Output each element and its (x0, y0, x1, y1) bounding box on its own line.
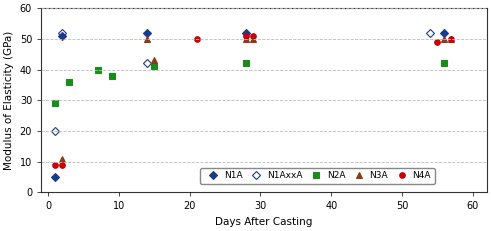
Y-axis label: Modulus of Elasticity (GPa): Modulus of Elasticity (GPa) (4, 30, 14, 170)
Legend: N1A, N1AxxA, N2A, N3A, N4A: N1A, N1AxxA, N2A, N3A, N4A (200, 168, 435, 184)
X-axis label: Days After Casting: Days After Casting (215, 217, 313, 227)
